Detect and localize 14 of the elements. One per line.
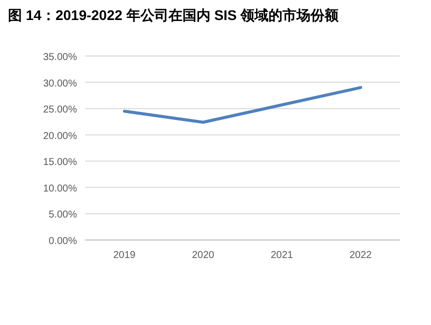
y-tick-label: 35.00%	[43, 52, 78, 63]
x-tick-label: 2021	[270, 250, 294, 261]
y-tick-label: 30.00%	[43, 78, 78, 90]
y-tick-label: 20.00%	[43, 130, 78, 142]
x-tick-label: 2022	[350, 250, 372, 261]
y-tick-label: 0.00%	[48, 236, 78, 247]
y-tick-label: 15.00%	[43, 157, 78, 168]
y-tick-label: 25.00%	[43, 104, 78, 116]
x-tick-label: 2020	[192, 250, 215, 261]
x-tick-label: 2019	[113, 250, 136, 261]
line-series	[122, 86, 362, 124]
y-tick-label: 10.00%	[43, 183, 78, 194]
chart-title: 图 14：2019-2022 年公司在国内 SIS 领域的市场份额	[8, 7, 340, 23]
y-tick-label: 5.00%	[48, 210, 78, 221]
